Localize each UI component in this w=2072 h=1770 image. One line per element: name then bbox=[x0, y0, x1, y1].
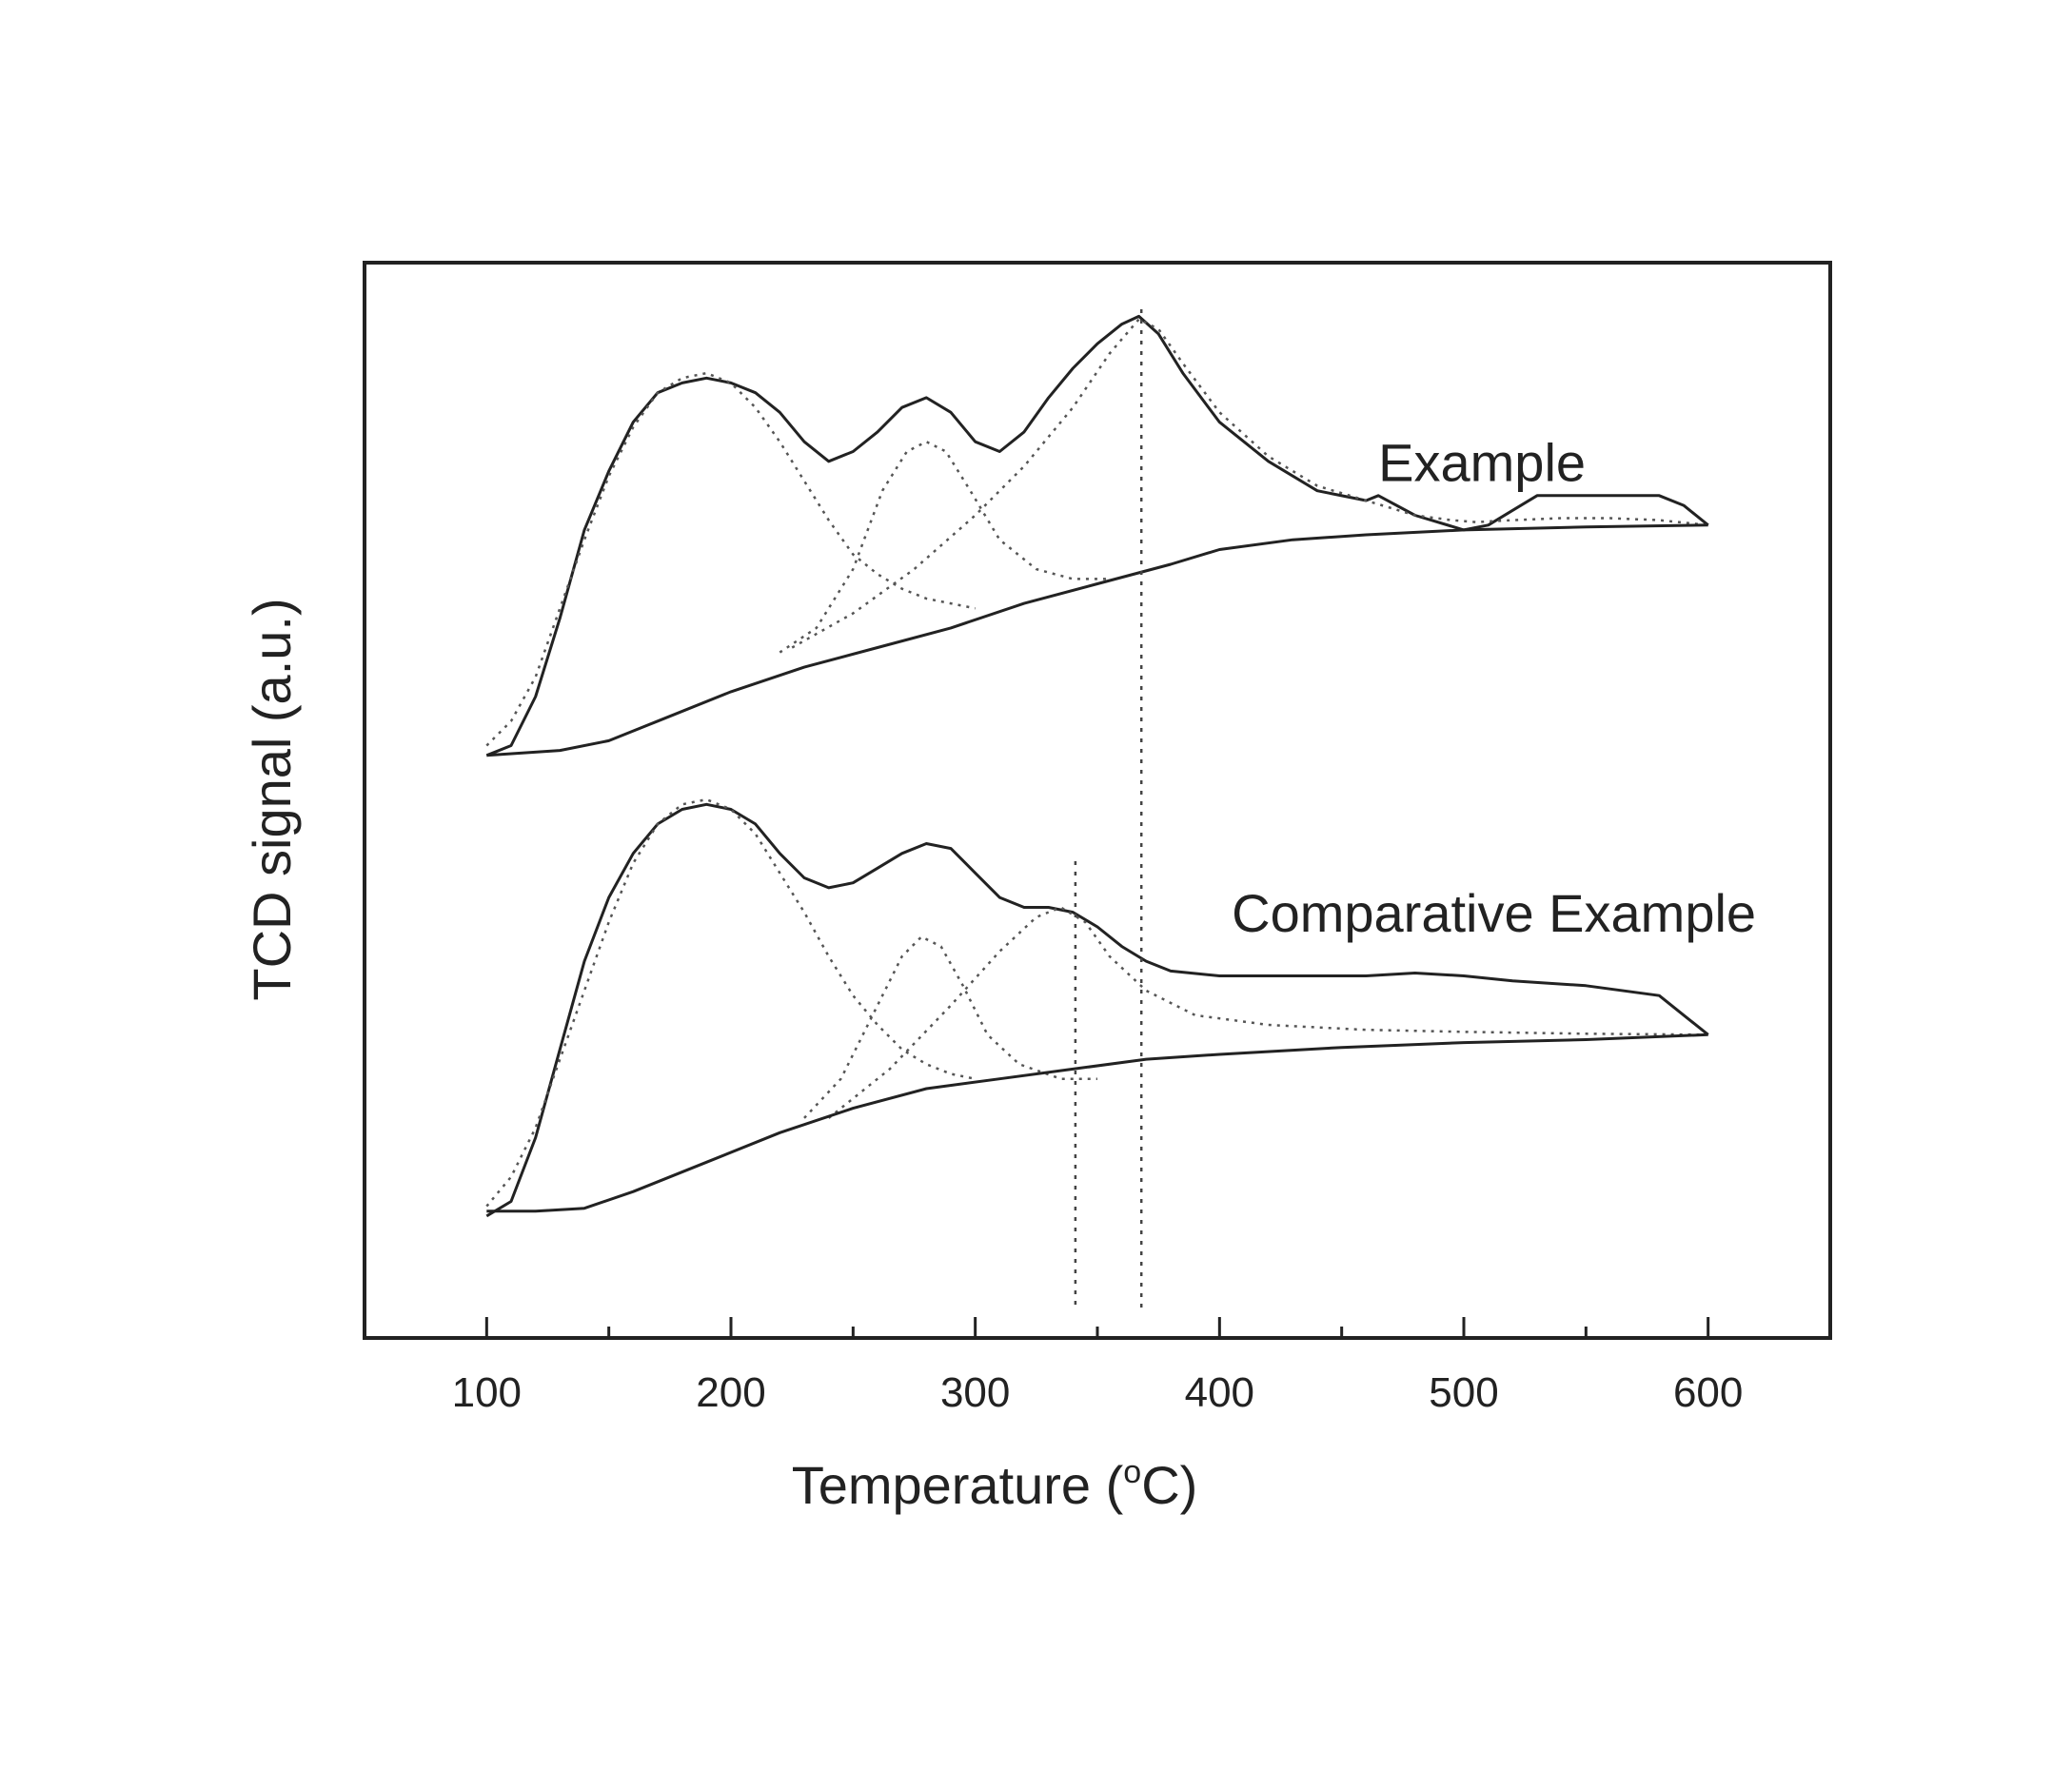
plot-frame bbox=[365, 263, 1830, 1338]
x-tick-label: 300 bbox=[940, 1369, 1010, 1416]
x-axis-title: Temperature (oC) bbox=[792, 1454, 1198, 1515]
x-tick-label: 100 bbox=[452, 1369, 522, 1416]
x-tick-label: 500 bbox=[1429, 1369, 1498, 1416]
example-series-line-0 bbox=[486, 316, 1707, 755]
comparative-series-line-9 bbox=[486, 1034, 1707, 1211]
comparative-series-fit-7 bbox=[804, 936, 1097, 1118]
curve-label-0: Example bbox=[1378, 432, 1586, 492]
labels: Temperature (oC) TCD signal (a.u.) Examp… bbox=[242, 432, 1756, 1515]
y-axis-title: TCD signal (a.u.) bbox=[242, 598, 302, 1000]
x-tick-label: 200 bbox=[696, 1369, 765, 1416]
curve-label-1: Comparative Example bbox=[1232, 883, 1756, 943]
example-series-fit-2 bbox=[779, 442, 1110, 652]
comparative-series-fit-6 bbox=[486, 799, 975, 1207]
degree-superscript: o bbox=[1123, 1454, 1141, 1490]
comparative-series-line-5 bbox=[486, 804, 1707, 1216]
example-series-fit-1 bbox=[486, 373, 975, 745]
axes: 100 200 300 400 500 600 bbox=[365, 263, 1830, 1416]
x-tick-label: 400 bbox=[1185, 1369, 1254, 1416]
x-tick-label: 600 bbox=[1673, 1369, 1743, 1416]
example-series-line-4 bbox=[486, 525, 1707, 756]
